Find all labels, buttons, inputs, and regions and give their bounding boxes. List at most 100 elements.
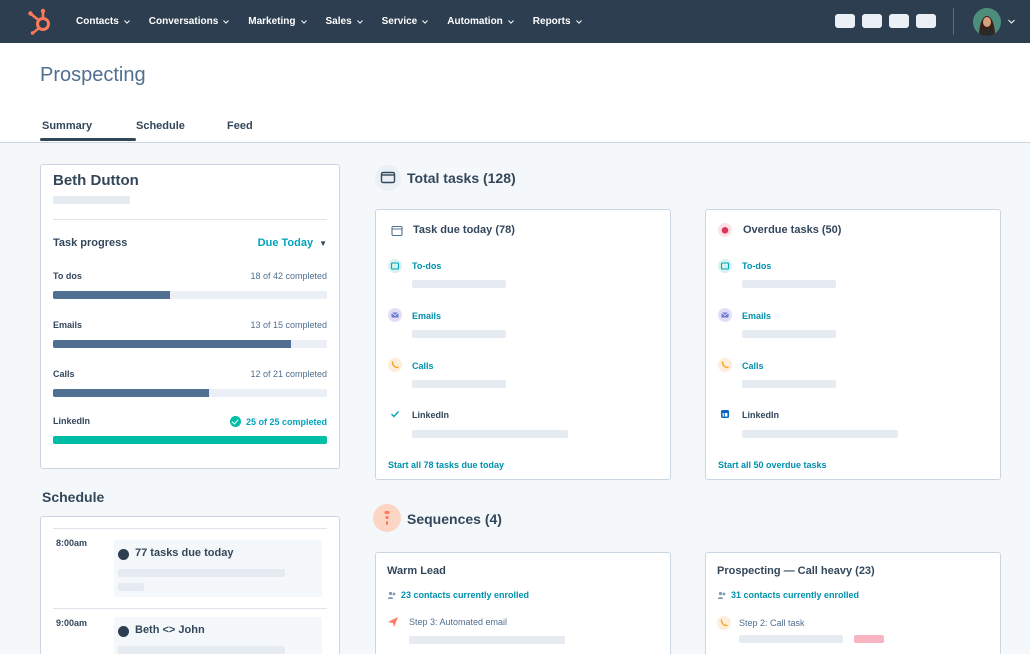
- nav-divider: [953, 8, 954, 35]
- calendar-icon: [391, 225, 403, 237]
- task-row-calls[interactable]: Calls: [742, 361, 764, 371]
- placeholder-line: [118, 583, 144, 591]
- progress-label-calls: Calls: [53, 369, 75, 379]
- card-title: Task due today (78): [413, 224, 515, 236]
- nav-service[interactable]: Service: [374, 16, 437, 27]
- task-row-emails[interactable]: Emails: [412, 311, 442, 321]
- call-icon: [717, 616, 731, 630]
- progress-count-todos: 18 of 42 completed: [250, 271, 327, 281]
- nav-marketing[interactable]: Marketing: [240, 16, 314, 27]
- nav-reports[interactable]: Reports: [525, 16, 590, 27]
- nav-contacts[interactable]: Contacts: [68, 16, 138, 27]
- contacts-icon: [717, 591, 726, 599]
- call-icon: [718, 358, 732, 372]
- placeholder-line: [412, 330, 506, 338]
- event-title: Beth <> John: [135, 624, 205, 636]
- tasks-icon: [375, 165, 401, 191]
- nav-label: Contacts: [76, 16, 119, 27]
- utility-button[interactable]: [889, 14, 909, 28]
- send-email-icon: [388, 617, 398, 627]
- sequence-card[interactable]: Prospecting — Call heavy (23) 31 contact…: [705, 552, 1001, 654]
- tab-bar: Summary Schedule Feed: [40, 120, 253, 141]
- divider: [53, 219, 327, 220]
- enrolled-link[interactable]: 31 contacts currently enrolled: [717, 590, 859, 600]
- schedule-time: 8:00am: [56, 538, 88, 548]
- nav-label: Reports: [532, 16, 571, 27]
- contacts-icon: [387, 591, 396, 599]
- event-title: 77 tasks due today: [135, 547, 234, 559]
- nav-label: Service: [381, 16, 418, 27]
- nav-sales[interactable]: Sales: [318, 16, 371, 27]
- chevron-down-icon[interactable]: [1008, 18, 1015, 25]
- task-row-linkedin[interactable]: LinkedIn: [412, 410, 450, 420]
- page-header: Prospecting Summary Schedule Feed: [0, 43, 1030, 143]
- tab-feed[interactable]: Feed: [227, 120, 253, 132]
- event-dot-icon: [118, 549, 129, 560]
- top-navigation: Contacts Conversations Marketing Sales S…: [0, 0, 1030, 43]
- sequences-title: Sequences (4): [407, 511, 502, 527]
- placeholder-line: [409, 636, 565, 644]
- placeholder-line: [739, 635, 843, 643]
- alert-icon: [718, 223, 732, 237]
- start-due-today-link[interactable]: Start all 78 tasks due today: [388, 460, 505, 470]
- task-row-calls[interactable]: Calls: [412, 361, 434, 371]
- placeholder-line: [412, 380, 506, 388]
- utility-button[interactable]: [862, 14, 882, 28]
- schedule-event[interactable]: Beth <> John: [114, 617, 322, 654]
- task-progress-card: Beth Dutton Task progress Due Today ▼ To …: [40, 164, 340, 469]
- progress-count-linkedin: 25 of 25 completed: [229, 416, 327, 427]
- utility-button[interactable]: [916, 14, 936, 28]
- progress-bar-linkedin: [53, 436, 327, 444]
- divider: [53, 528, 327, 529]
- user-avatar-icon: [973, 8, 1001, 36]
- sequence-title: Warm Lead: [387, 565, 446, 577]
- overdue-tasks-card: Overdue tasks (50) To-dos Emails Calls L…: [705, 209, 1001, 480]
- tab-summary[interactable]: Summary: [40, 120, 136, 141]
- person-name: Beth Dutton: [53, 172, 139, 189]
- progress-fill: [53, 291, 171, 299]
- schedule-time: 9:00am: [56, 618, 88, 628]
- task-row-todos[interactable]: To-dos: [742, 261, 772, 271]
- task-row-emails[interactable]: Emails: [742, 311, 772, 321]
- progress-count-calls: 12 of 21 completed: [250, 369, 327, 379]
- chevron-down-icon: [507, 19, 514, 24]
- progress-fill: [53, 436, 327, 444]
- task-row-linkedin[interactable]: LinkedIn: [742, 410, 780, 420]
- tab-label: Summary: [42, 120, 93, 132]
- nav-label: Sales: [325, 16, 352, 27]
- schedule-event[interactable]: 77 tasks due today: [114, 540, 322, 597]
- divider: [53, 608, 327, 609]
- tasks-due-today-card: Task due today (78) To-dos Emails Calls …: [375, 209, 671, 480]
- schedule-card: 8:00am 77 tasks due today 9:00am Beth <>…: [40, 516, 340, 654]
- call-icon: [388, 358, 402, 372]
- email-icon: [388, 308, 402, 322]
- placeholder-line: [53, 196, 130, 204]
- avatar[interactable]: [973, 8, 1001, 36]
- hubspot-logo-icon[interactable]: [27, 8, 53, 35]
- chevron-down-icon: [300, 19, 307, 24]
- filter-label: Due Today: [257, 237, 314, 249]
- placeholder-line: [742, 430, 898, 438]
- sequence-card[interactable]: Warm Lead 23 contacts currently enrolled…: [375, 552, 671, 654]
- placeholder-line: [742, 380, 836, 388]
- total-tasks-title: Total tasks (128): [407, 170, 516, 186]
- enrolled-link[interactable]: 23 contacts currently enrolled: [387, 590, 529, 600]
- step-text: Step 2: Call task: [739, 618, 805, 628]
- placeholder-tag: [854, 635, 884, 643]
- start-overdue-link[interactable]: Start all 50 overdue tasks: [718, 460, 827, 470]
- check-circle-icon: [229, 416, 241, 427]
- step-text: Step 3: Automated email: [409, 617, 508, 627]
- chevron-down-icon: [356, 19, 363, 24]
- task-row-todos[interactable]: To-dos: [412, 261, 442, 271]
- nav-conversations[interactable]: Conversations: [141, 16, 237, 27]
- nav-label: Conversations: [148, 16, 219, 27]
- due-filter-dropdown[interactable]: Due Today ▼: [258, 237, 327, 249]
- linkedin-icon: [718, 407, 732, 421]
- progress-count-emails: 13 of 15 completed: [250, 320, 327, 330]
- tab-schedule[interactable]: Schedule: [136, 120, 227, 132]
- progress-fill: [53, 340, 291, 348]
- utility-button[interactable]: [835, 14, 855, 28]
- caret-down-icon: ▼: [319, 239, 327, 248]
- nav-automation[interactable]: Automation: [439, 16, 522, 27]
- sequence-title: Prospecting — Call heavy (23): [717, 565, 875, 577]
